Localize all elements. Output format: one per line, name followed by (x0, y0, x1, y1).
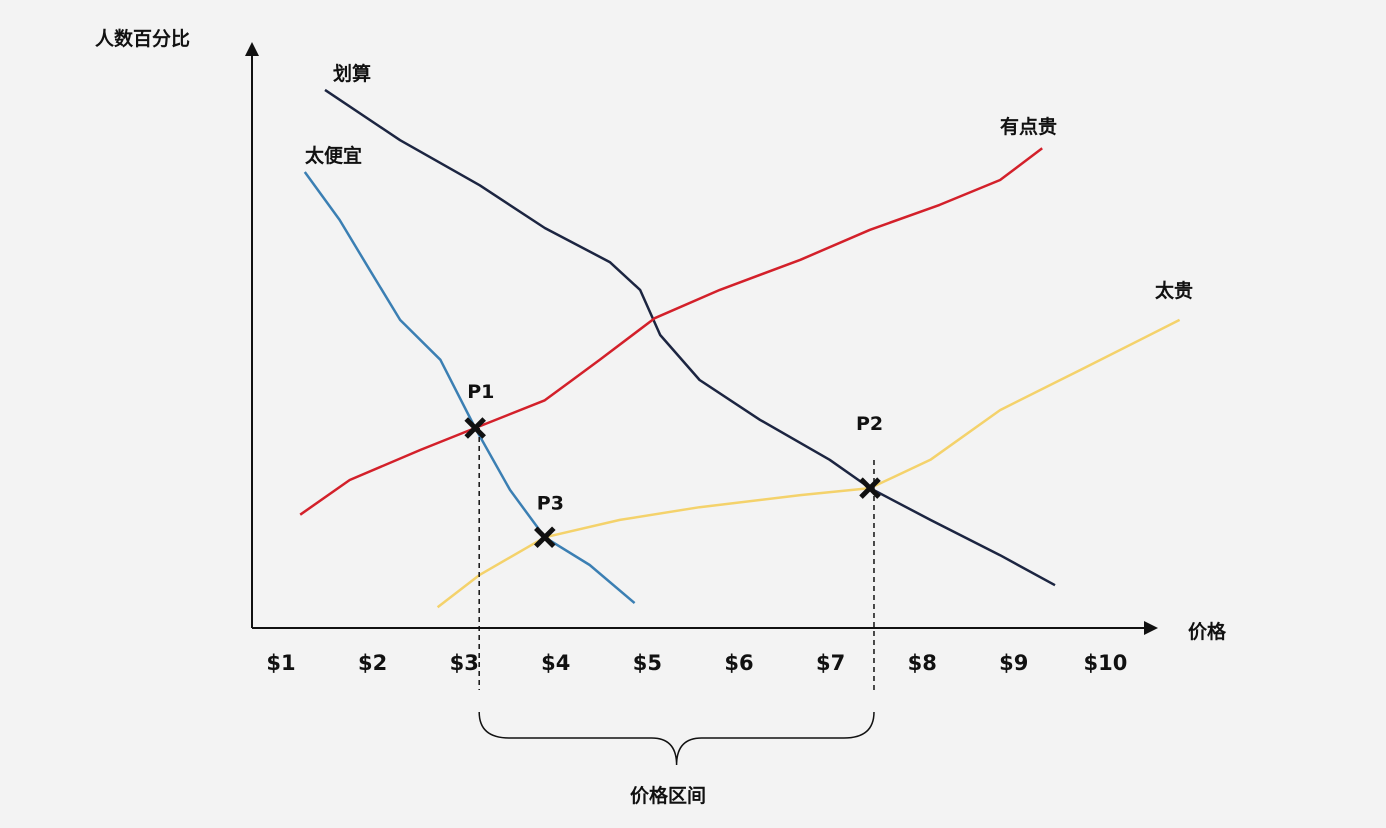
x-tick-label: $8 (908, 651, 937, 675)
y-axis-label: 人数百分比 (95, 27, 190, 50)
range-label: 价格区间 (630, 784, 706, 807)
cross-marker (859, 477, 881, 499)
x-tick-label: $2 (358, 651, 387, 675)
annotations: P1 P2 P3 (464, 381, 883, 766)
series-line (324, 88, 1056, 587)
series-label: 有点贵 (1000, 115, 1057, 138)
point-label: P2 (856, 413, 883, 435)
x-tick-label: $7 (816, 651, 845, 675)
range-brace (478, 711, 875, 766)
x-tick-label: $3 (450, 651, 479, 675)
series-label: 太便宜 (305, 144, 362, 167)
x-tick-label: $10 (1083, 651, 1127, 675)
x-axis-label: 价格 (1188, 620, 1227, 643)
point-label: P3 (537, 492, 564, 514)
x-tick-label: $4 (541, 651, 570, 675)
x-tick-label: $6 (724, 651, 753, 675)
x-tick-label: $5 (633, 651, 662, 675)
series-line (303, 171, 636, 605)
x-axis-arrow (1144, 621, 1158, 635)
series-line (299, 147, 1043, 516)
series-label: 太贵 (1155, 279, 1193, 302)
x-tick-label: $9 (999, 651, 1028, 675)
series-line (436, 318, 1181, 609)
cross-marker (464, 417, 486, 439)
point-label: P1 (467, 381, 494, 403)
y-axis-arrow (245, 42, 259, 56)
cross-marker (534, 526, 556, 549)
series-label: 划算 (333, 62, 371, 85)
x-tick-label: $1 (266, 651, 295, 675)
axes: $1 $2 $3 $4 $5 $6 $7 $8 $9 $10 (245, 42, 1158, 675)
